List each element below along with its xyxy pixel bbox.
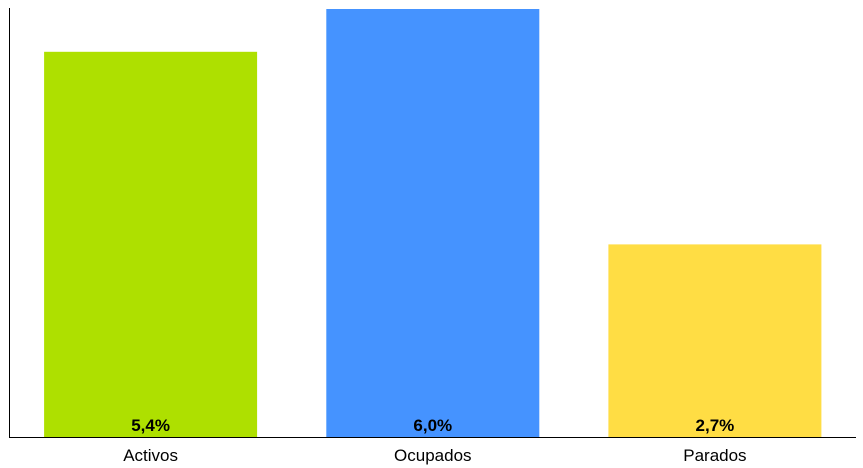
x-tick-label-activos: Activos [123, 446, 178, 465]
bar-parados [608, 244, 822, 437]
x-tick-label-ocupados: Ocupados [394, 446, 472, 465]
bar-activos [44, 51, 258, 438]
data-label-activos: 5,4% [131, 416, 170, 435]
data-label-ocupados: 6,0% [413, 416, 452, 435]
bar-ocupados [326, 9, 540, 437]
bar-series [44, 9, 822, 438]
x-tick-label-parados: Parados [683, 446, 746, 465]
data-label-parados: 2,7% [696, 416, 735, 435]
x-tick-labels: Activos Ocupados Parados [123, 446, 746, 465]
data-labels: 5,4% 6,0% 2,7% [131, 416, 734, 435]
